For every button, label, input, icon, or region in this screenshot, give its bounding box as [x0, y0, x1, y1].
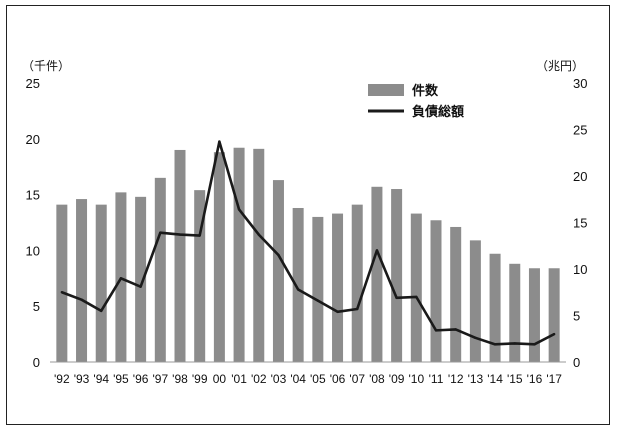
bar-13 [469, 240, 481, 362]
left-tick-label: 25 [26, 76, 40, 91]
left-tick-label: 20 [26, 132, 40, 147]
x-tick-label: '96 [133, 372, 149, 386]
left-tick-label: 10 [26, 243, 40, 258]
bar-12 [450, 226, 462, 362]
bar-02 [253, 148, 265, 362]
x-tick-label: '16 [527, 372, 543, 386]
line-point-94 [100, 309, 103, 313]
line-point-04 [296, 288, 300, 291]
line-point-11 [434, 329, 438, 332]
line-point-03 [277, 253, 280, 257]
x-tick-label: '09 [389, 372, 405, 386]
left-tick-label: 0 [33, 355, 40, 370]
line-point-93 [80, 298, 83, 301]
line-point-99 [198, 234, 201, 237]
line-point-17 [552, 332, 556, 336]
bar-93 [76, 199, 88, 362]
right-tick-label: 15 [573, 216, 587, 231]
x-tick-label: '12 [448, 372, 464, 386]
line-point-10 [415, 295, 418, 299]
line-point-97 [159, 231, 162, 234]
x-tick-label: '17 [546, 372, 562, 386]
line-point-08 [375, 249, 379, 252]
x-tick-label: '98 [172, 372, 188, 386]
bar-14 [489, 253, 501, 362]
line-point-06 [336, 310, 339, 313]
bar-16 [528, 268, 540, 362]
x-tick-label: '14 [487, 372, 503, 386]
line-point-00 [218, 140, 221, 143]
x-tick-label: '99 [192, 372, 208, 386]
x-tick-label: '06 [330, 372, 346, 386]
bar-15 [509, 263, 521, 362]
bar-03 [272, 180, 284, 362]
x-tick-label: '94 [93, 372, 109, 386]
line-point-96 [139, 285, 142, 288]
right-tick-label: 0 [573, 355, 580, 370]
left-tick-label: 5 [33, 299, 40, 314]
legend-bar-swatch [368, 84, 404, 96]
bar-08 [371, 186, 383, 362]
x-tick-label: '95 [113, 372, 129, 386]
bar-99 [194, 190, 206, 362]
line-point-09 [395, 296, 398, 300]
bar-00 [213, 152, 225, 362]
bar-11 [430, 220, 442, 362]
line-point-15 [513, 342, 516, 345]
line-point-07 [356, 307, 359, 311]
bar-96 [135, 196, 147, 362]
right-tick-label: 5 [573, 309, 580, 324]
x-tick-label: '97 [152, 372, 168, 386]
x-tick-label: '01 [231, 372, 247, 386]
bar-06 [332, 213, 344, 362]
x-tick-label: '02 [251, 372, 267, 386]
bar-97 [154, 177, 166, 362]
line-point-01 [237, 208, 241, 211]
legend-bar-label: 件数 [412, 83, 439, 99]
right-tick-label: 20 [573, 169, 587, 184]
debt-total-line [61, 140, 555, 346]
line-point-05 [316, 299, 320, 302]
right-tick-label: 30 [573, 76, 587, 91]
line-point-98 [178, 233, 182, 236]
bar-94 [95, 204, 107, 362]
x-tick-label: '15 [507, 372, 523, 386]
line-point-02 [257, 233, 260, 236]
x-tick-label: 00 [213, 372, 227, 386]
x-tick-label: '93 [74, 372, 90, 386]
x-tick-label: '03 [271, 372, 287, 386]
bar-01 [233, 147, 245, 362]
x-tick-label: '92 [54, 372, 70, 386]
left-axis-unit-label: （千件） [22, 59, 70, 73]
x-tick-label: '10 [408, 372, 424, 386]
line-point-95 [119, 277, 123, 280]
legend: 件数 負債総額 [368, 83, 464, 120]
x-tick-label: '11 [429, 372, 444, 386]
line-point-92 [60, 291, 64, 294]
x-tick-label: '13 [468, 372, 484, 386]
bar-07 [351, 204, 363, 362]
bar-17 [548, 268, 560, 362]
bar-04 [292, 207, 304, 362]
line-point-12 [454, 328, 457, 331]
bar-09 [391, 189, 403, 362]
right-tick-label: 25 [573, 123, 587, 138]
line-point-13 [474, 336, 477, 340]
bar-10 [410, 213, 422, 362]
right-tick-label: 10 [573, 262, 587, 277]
line-point-16 [533, 343, 536, 346]
bar-92 [56, 204, 68, 362]
x-tick-label: '04 [290, 372, 306, 386]
bar-98 [174, 149, 186, 362]
x-tick-label: '07 [349, 372, 365, 386]
line-point-14 [493, 343, 497, 346]
right-axis-unit-label: （兆円） [536, 59, 584, 73]
x-tick-label: '08 [369, 372, 385, 386]
x-tick-label: '05 [310, 372, 326, 386]
left-tick-label: 15 [26, 188, 40, 203]
legend-line-label: 負債総額 [412, 104, 464, 120]
bar-05 [312, 216, 324, 362]
